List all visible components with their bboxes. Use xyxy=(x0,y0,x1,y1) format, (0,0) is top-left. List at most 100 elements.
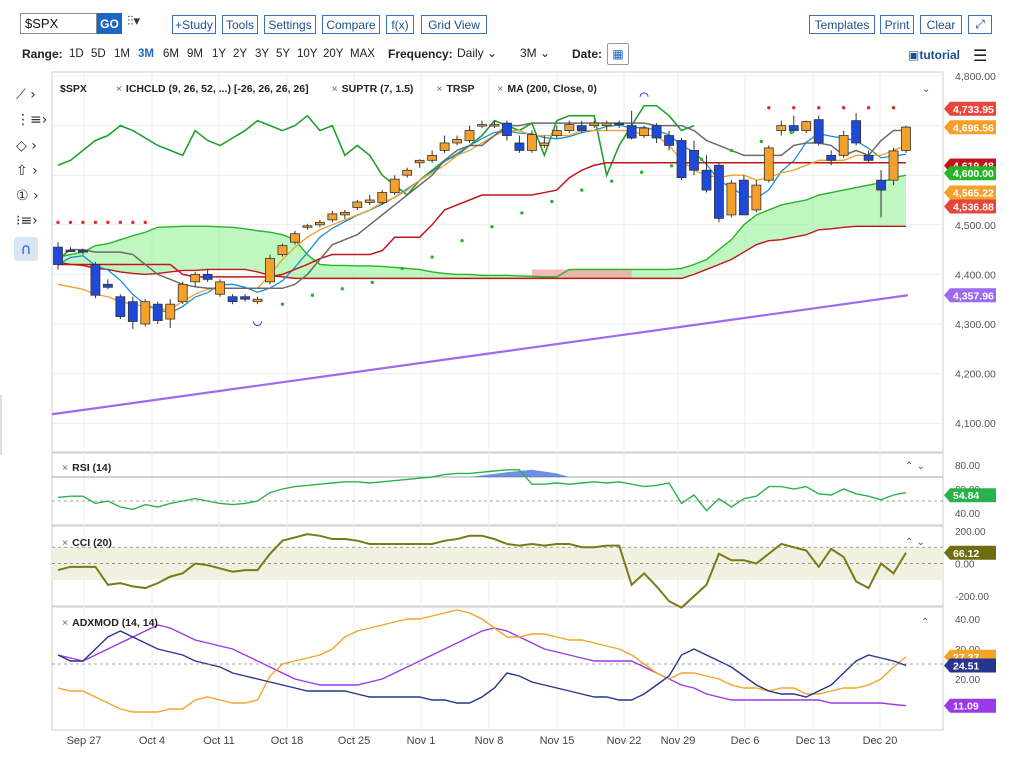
hamburger-menu-icon[interactable]: ☰ xyxy=(973,48,988,65)
adx-navy-line xyxy=(57,630,907,704)
rsi-last-bg xyxy=(944,488,996,503)
number-tool-icon[interactable]: ① › xyxy=(16,188,39,204)
candle-down xyxy=(65,249,76,252)
tenkan-line xyxy=(57,124,907,314)
range-3y[interactable]: 3Y xyxy=(255,48,270,60)
y-axis-label: 4,300.00 xyxy=(955,319,996,331)
adx-purple-line xyxy=(57,624,907,707)
close-icon[interactable]: × xyxy=(331,83,338,95)
rsi-last-label: 54.84 xyxy=(953,490,979,502)
cci-tick: -200.00 xyxy=(955,592,989,603)
range-2y[interactable]: 2Y xyxy=(233,48,248,60)
legend-ichimoku[interactable]: ICHCLD (9, 26, 52, ...) [-26, 26, 26, 26… xyxy=(125,83,309,95)
supertrend-dot-green xyxy=(789,130,793,135)
add-study-button[interactable]: +Study xyxy=(172,15,216,34)
tutorial-link[interactable]: ▣tutorial xyxy=(908,48,960,62)
legend-ma200[interactable]: MA (200, Close, 0) xyxy=(507,83,597,95)
candle-up xyxy=(389,178,400,193)
print-button[interactable]: Print xyxy=(880,15,914,34)
range-1m[interactable]: 1M xyxy=(114,48,130,60)
range-1y[interactable]: 1Y xyxy=(212,48,227,60)
candle-up xyxy=(639,127,650,136)
supertrend-dot-green xyxy=(310,293,315,297)
legend-trsp[interactable]: TRSP xyxy=(446,83,475,95)
candle-up xyxy=(290,233,300,243)
expand-arrow-icon: ⤢ xyxy=(975,17,985,31)
function-button[interactable]: f(x) xyxy=(386,15,414,34)
panel-updown-icon[interactable]: ⌃ ⌄ xyxy=(905,537,925,548)
range-5y[interactable]: 5Y xyxy=(276,48,291,60)
supertrend-dot-red xyxy=(118,220,123,225)
chart-type-dropdown[interactable]: ⫶⫶▾ xyxy=(127,14,140,29)
shape-tool-icon[interactable]: ◇ › xyxy=(16,138,37,154)
chikou-line xyxy=(57,104,695,197)
settings-button[interactable]: Settings xyxy=(264,15,316,34)
range-3m[interactable]: 3M xyxy=(138,48,154,60)
x-axis-label: Dec 20 xyxy=(863,735,898,747)
adx-tick: 20.00 xyxy=(955,675,980,686)
tools-button[interactable]: Tools xyxy=(222,15,258,34)
candle-down xyxy=(240,296,250,300)
expand-button[interactable]: ⤢ xyxy=(968,15,992,34)
frequency-select[interactable]: Daily ⌄ xyxy=(457,46,497,60)
line-tool-icon[interactable]: ⟋ › xyxy=(16,87,36,103)
candle-up xyxy=(165,303,176,320)
candle-down xyxy=(851,120,862,144)
panel-updown-icon[interactable]: ⌃ ⌄ xyxy=(905,461,925,472)
candle-down xyxy=(115,296,126,317)
price-label-bg xyxy=(944,185,996,200)
range-20y[interactable]: 20Y xyxy=(323,48,344,60)
adx-panel-frame xyxy=(51,606,944,731)
candle-up xyxy=(277,245,288,255)
candle-down xyxy=(53,246,63,265)
supertrend-dot-green xyxy=(580,188,584,192)
clear-button[interactable]: Clear xyxy=(920,15,962,34)
panel-up-icon[interactable]: ⌃ xyxy=(921,617,930,628)
candlestick-icon: ⫶⫶▾ xyxy=(127,14,141,29)
supertrend-dot-green xyxy=(430,255,434,259)
compare-button[interactable]: Compare xyxy=(322,15,380,34)
range-label: Range: xyxy=(22,47,63,61)
legend-supertrend[interactable]: SUPTR (7, 1.5) xyxy=(341,83,414,95)
candle-up xyxy=(252,298,263,303)
close-icon[interactable]: × xyxy=(62,537,69,549)
adx-orange-line xyxy=(57,609,907,713)
adx-purple-last-bg xyxy=(944,698,996,713)
date-picker-button[interactable]: ▦ xyxy=(607,43,629,65)
candle-up xyxy=(589,122,600,127)
grid-view-button[interactable]: Grid View xyxy=(421,15,487,34)
tutorial-label: tutorial xyxy=(919,48,961,62)
supertrend-dot-green xyxy=(340,287,345,291)
cci-last-label: 66.12 xyxy=(953,548,979,560)
price-label: 4,536.88 xyxy=(953,202,994,214)
close-icon[interactable]: × xyxy=(497,83,504,95)
templates-button[interactable]: Templates xyxy=(809,15,875,34)
go-button[interactable]: GO xyxy=(97,13,122,34)
collapse-chevron-icon[interactable]: ⌄ xyxy=(922,84,931,95)
supertrend-dot-red xyxy=(81,220,85,225)
range-10y[interactable]: 10Y xyxy=(297,48,318,60)
x-axis-label: Oct 11 xyxy=(203,735,235,747)
y-axis-label: 4,800.00 xyxy=(955,71,996,83)
close-icon[interactable]: × xyxy=(62,462,69,474)
x-axis-label: Sep 27 xyxy=(67,735,102,747)
senkou-b-line xyxy=(57,225,906,280)
range-9m[interactable]: 9M xyxy=(187,48,203,60)
frequency-label: Frequency: xyxy=(388,47,453,61)
range-1d[interactable]: 1D xyxy=(69,48,84,60)
range-6m[interactable]: 6M xyxy=(163,48,179,60)
close-icon[interactable]: × xyxy=(62,617,69,629)
fibonacci-tool-icon[interactable]: ⋮≡› xyxy=(16,112,48,128)
period-select[interactable]: 3M ⌄ xyxy=(520,46,550,60)
range-max[interactable]: MAX xyxy=(350,48,375,60)
symbol-input[interactable] xyxy=(20,13,97,34)
range-5d[interactable]: 5D xyxy=(91,48,106,60)
close-icon[interactable]: × xyxy=(115,83,122,95)
candle-down xyxy=(676,140,687,179)
text-tool-icon[interactable]: ⁝≡› xyxy=(16,213,38,229)
price-label-bg xyxy=(944,166,996,181)
magnet-icon[interactable]: ∩ xyxy=(14,237,38,261)
arrow-tool-icon[interactable]: ⇧ › xyxy=(16,163,38,179)
close-icon[interactable]: × xyxy=(436,83,443,95)
